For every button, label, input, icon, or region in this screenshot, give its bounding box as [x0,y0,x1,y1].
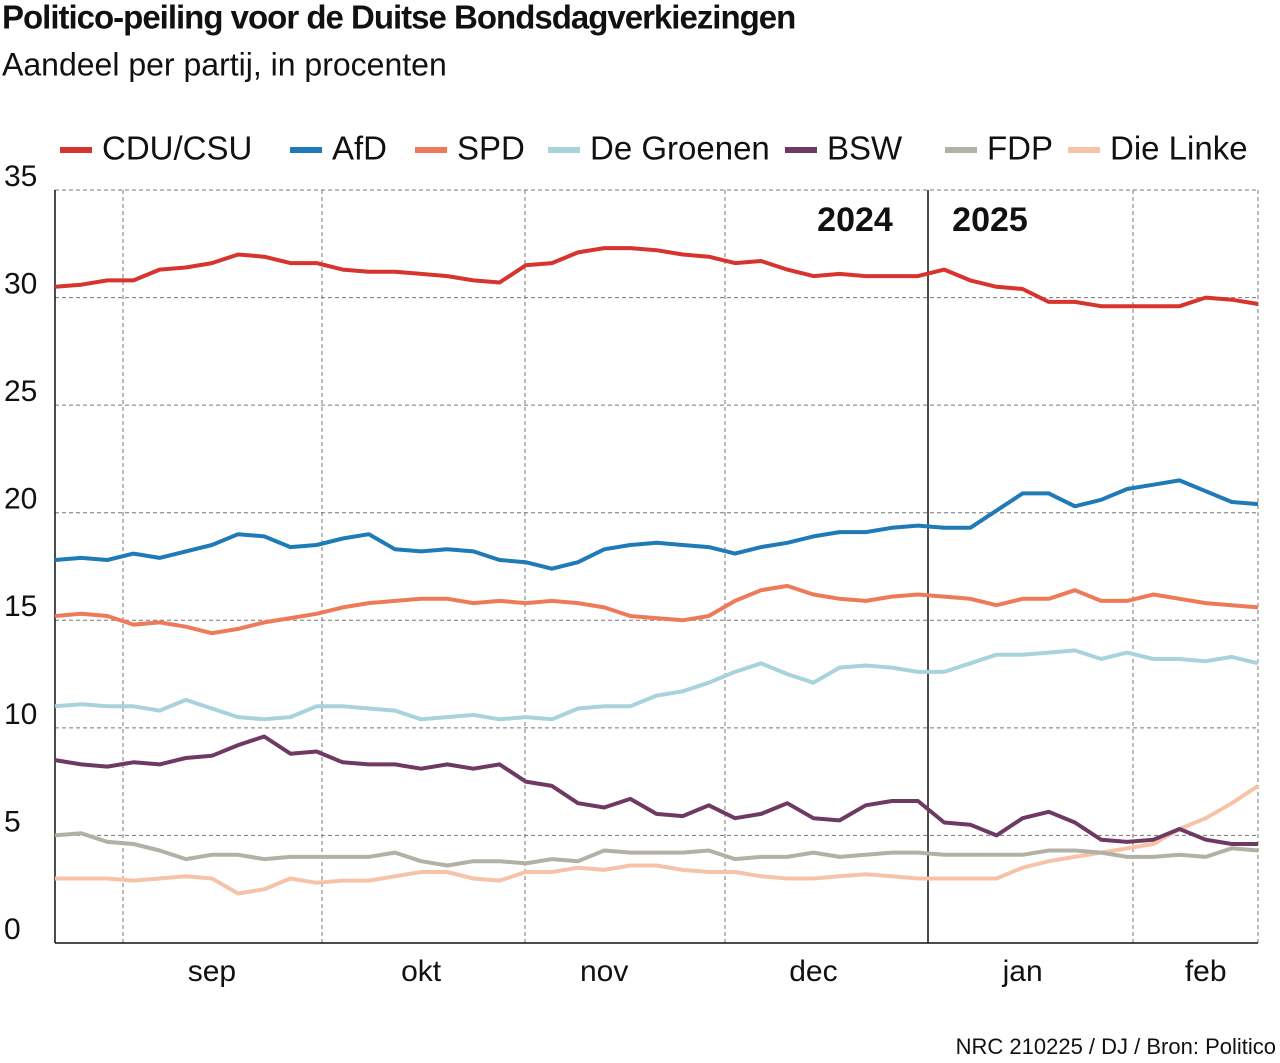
series-line [54,478,1259,571]
year-annotation: 2025 [952,201,1028,239]
x-tick-label: feb [1185,955,1227,988]
series-line [54,583,1259,636]
legend-label: Die Linke [1110,130,1248,167]
legend-label: SPD [457,130,525,167]
year-annotation: 2024 [817,201,893,239]
legend-label: De Groenen [590,130,770,167]
legend-label: FDP [987,130,1053,167]
x-tick-label: jan [1002,955,1043,988]
y-tick-label: 25 [4,375,37,408]
series-line [54,831,1259,868]
x-tick-label: sep [188,955,236,988]
series-line [54,734,1258,846]
y-tick-label: 20 [4,483,37,516]
x-tick-label: okt [401,955,442,988]
source: NRC 210225 / DJ / Bron: Politico [956,1034,1276,1059]
chart-subtitle: Aandeel per partij, in procenten [2,46,447,82]
x-tick-label: dec [789,955,837,988]
legend-label: CDU/CSU [102,130,252,167]
y-tick-label: 30 [4,267,37,300]
y-tick-label: 10 [4,698,37,731]
y-tick-label: 35 [4,160,37,193]
series-line [55,784,1260,896]
legend-label: BSW [827,130,903,167]
x-tick-label: nov [580,955,628,988]
y-tick-label: 5 [4,805,21,838]
series-line [54,246,1259,309]
y-tick-label: 15 [4,590,37,623]
y-tick-label: 0 [4,913,21,946]
series-line [54,648,1259,722]
legend-label: AfD [332,130,387,167]
chart-title: Politico-peiling voor de Duitse Bondsdag… [2,0,795,36]
